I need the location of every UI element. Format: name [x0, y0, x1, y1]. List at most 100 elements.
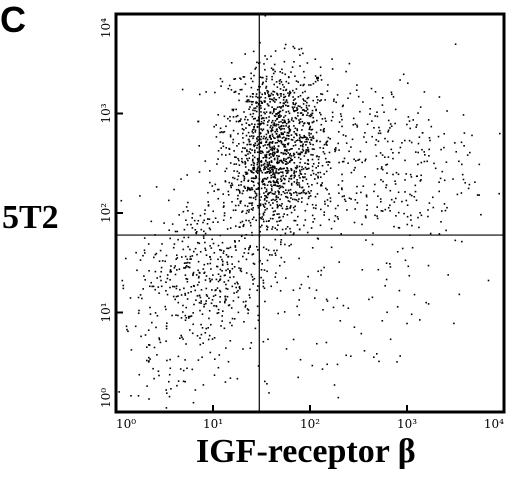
data-point: [241, 211, 243, 213]
data-point: [320, 274, 322, 276]
data-point: [347, 307, 350, 309]
data-point: [250, 202, 252, 205]
data-point: [266, 226, 269, 228]
data-point: [428, 148, 430, 151]
data-point: [280, 243, 282, 246]
data-point: [209, 279, 212, 282]
data-point: [252, 144, 255, 146]
data-point: [217, 258, 219, 261]
data-point: [208, 277, 211, 280]
data-point: [264, 380, 266, 383]
data-point: [280, 115, 282, 117]
data-point: [298, 228, 301, 230]
data-point: [420, 161, 423, 164]
data-point: [238, 93, 240, 95]
data-point: [352, 124, 355, 126]
data-point: [319, 111, 321, 114]
data-point: [278, 80, 281, 82]
data-point: [264, 203, 267, 205]
data-point: [170, 388, 172, 390]
data-point: [295, 151, 298, 154]
data-point: [331, 58, 333, 60]
data-point: [315, 289, 318, 291]
data-point: [406, 322, 408, 325]
data-point: [390, 198, 393, 201]
data-point: [328, 218, 330, 221]
data-point: [231, 317, 234, 320]
data-point: [277, 116, 280, 118]
data-point: [189, 315, 192, 318]
data-point: [273, 63, 276, 66]
data-point: [376, 353, 378, 355]
data-point: [276, 113, 278, 116]
data-point: [251, 130, 253, 133]
data-point: [185, 306, 187, 309]
data-point: [276, 159, 279, 161]
data-point: [287, 157, 289, 159]
data-point: [266, 383, 268, 385]
data-point: [257, 188, 259, 190]
data-point: [339, 113, 342, 115]
data-point: [276, 86, 279, 88]
data-point: [321, 93, 324, 96]
data-point: [273, 83, 275, 86]
data-point: [301, 166, 303, 168]
data-point: [198, 294, 201, 297]
data-point: [184, 292, 186, 295]
data-point: [240, 184, 242, 186]
data-point: [257, 119, 259, 122]
data-point: [160, 270, 162, 273]
data-point: [283, 60, 286, 63]
data-point: [293, 109, 295, 112]
data-point: [227, 87, 230, 90]
data-point: [410, 194, 413, 197]
data-point: [356, 126, 359, 128]
data-point: [287, 138, 290, 140]
data-point: [398, 289, 401, 292]
data-point: [193, 303, 195, 306]
data-point: [257, 159, 259, 161]
data-point: [308, 132, 310, 134]
data-point: [249, 95, 252, 98]
data-point: [314, 75, 317, 77]
data-point: [323, 152, 326, 155]
data-point: [437, 135, 440, 138]
data-point: [296, 129, 299, 132]
data-point: [241, 220, 244, 223]
data-point: [237, 120, 240, 123]
data-point: [231, 285, 234, 288]
data-point: [260, 196, 262, 198]
data-point: [144, 252, 146, 254]
data-point: [272, 100, 275, 102]
data-point: [302, 150, 305, 152]
data-point: [251, 209, 254, 211]
data-point: [320, 123, 323, 126]
data-point: [286, 168, 289, 170]
data-point: [385, 278, 388, 281]
data-point: [232, 108, 235, 111]
data-point: [302, 84, 304, 87]
data-point: [187, 210, 189, 212]
data-point: [347, 162, 349, 164]
data-point: [295, 170, 298, 173]
data-point: [253, 156, 256, 159]
data-point: [122, 284, 125, 287]
data-point: [253, 190, 256, 193]
data-point: [291, 117, 293, 119]
data-point: [268, 192, 270, 194]
data-point: [236, 178, 239, 181]
data-point: [377, 195, 379, 197]
data-point: [368, 298, 370, 301]
data-point: [410, 214, 412, 217]
data-point: [225, 167, 228, 170]
data-point: [285, 149, 288, 152]
x-tick-label: 10²: [300, 417, 320, 431]
data-point: [265, 225, 268, 227]
data-point: [443, 179, 446, 182]
data-point: [246, 99, 249, 101]
data-point: [281, 185, 283, 188]
data-point: [281, 203, 283, 205]
data-point: [185, 262, 188, 264]
data-point: [385, 262, 388, 264]
data-point: [266, 89, 268, 92]
